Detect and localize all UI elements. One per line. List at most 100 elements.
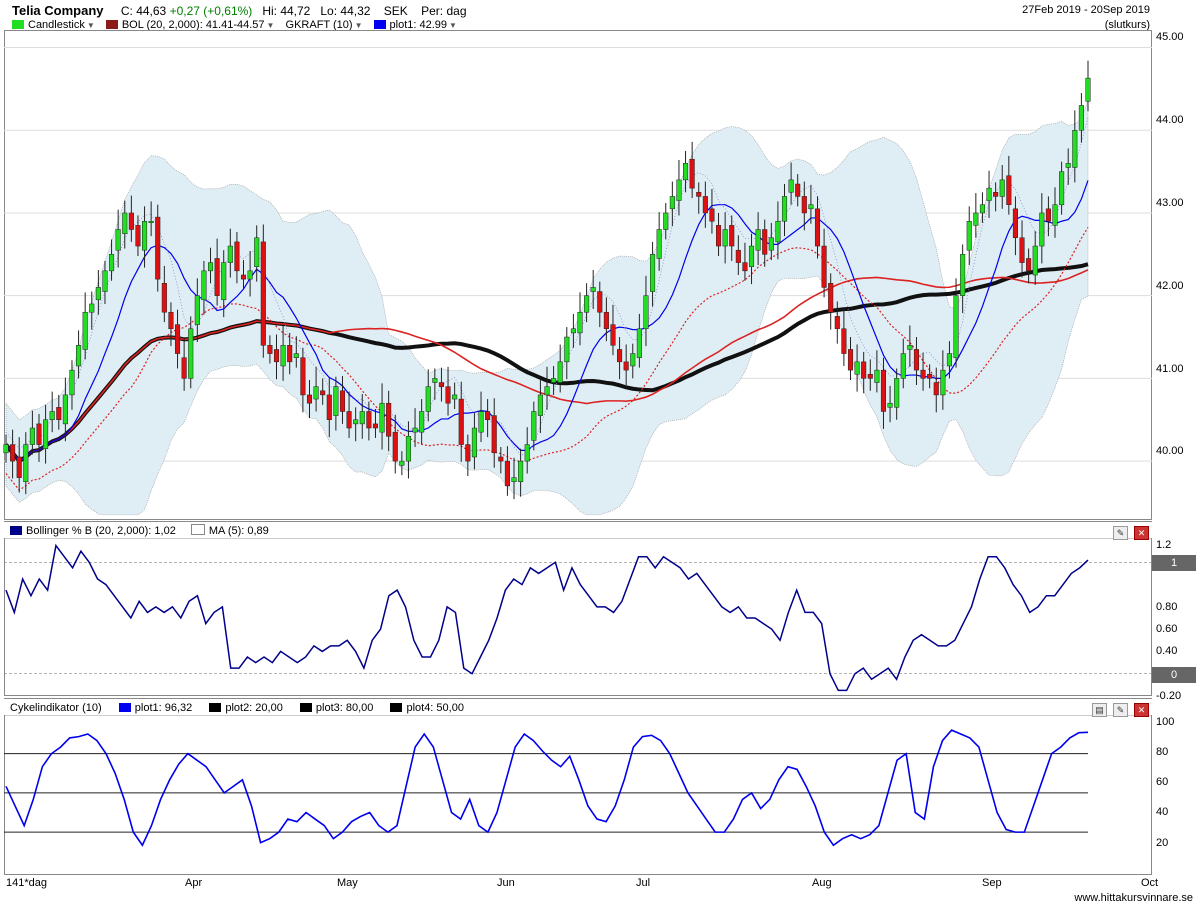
security-title[interactable]: Telia Company <box>12 3 104 18</box>
candle <box>339 390 346 412</box>
candle <box>43 419 49 449</box>
candle <box>333 386 339 416</box>
candle <box>471 427 477 458</box>
candle <box>537 394 543 416</box>
candle <box>69 369 75 396</box>
legend-plot1[interactable]: plot1: 42.99 <box>389 19 448 31</box>
document-icon[interactable]: ▤ <box>1092 703 1107 717</box>
candle <box>993 192 999 197</box>
candle <box>663 212 669 230</box>
candle <box>907 345 913 350</box>
candle <box>372 423 379 429</box>
candle <box>748 245 755 267</box>
currency: SEK <box>383 4 408 18</box>
candle <box>518 460 524 483</box>
cycle-plot3-label[interactable]: plot3: 80,00 <box>315 702 374 714</box>
dropdown-caret-icon[interactable]: ▼ <box>86 21 95 30</box>
candle <box>768 237 774 251</box>
cycle-plot1-label[interactable]: plot1: 96,32 <box>134 702 193 714</box>
candle <box>847 349 854 371</box>
candle <box>775 220 781 243</box>
candle <box>353 419 359 425</box>
gkraft-line <box>5 227 1089 491</box>
candle <box>795 183 801 197</box>
close-icon[interactable]: ✕ <box>1134 703 1149 717</box>
footer-watermark: www.hittakursvinnare.se <box>1074 892 1193 904</box>
y-tick-label: 45.00 <box>1156 31 1184 43</box>
cycle-plot4-label[interactable]: plot4: 50,00 <box>406 702 464 714</box>
legend-bol[interactable]: BOL (20, 2,000): 41.41-44.57 <box>121 19 265 31</box>
candle <box>201 270 207 301</box>
percentb-label[interactable]: Bollinger % B (20, 2,000): 1,02 <box>26 525 176 537</box>
ma-swatch <box>190 524 205 535</box>
candle <box>300 357 306 396</box>
percentb-panel-buttons: ✎ ✕ <box>1107 524 1149 542</box>
candle <box>973 212 979 226</box>
candle <box>399 460 405 466</box>
dropdown-caret-icon[interactable]: ▼ <box>266 21 275 30</box>
candle <box>636 328 642 358</box>
candle <box>174 324 181 354</box>
wrench-icon[interactable]: ✎ <box>1113 703 1128 717</box>
legend-gkraft[interactable]: GKRAFT (10) <box>285 19 353 31</box>
x-tick-label: Apr <box>185 877 203 889</box>
cycle-panel[interactable] <box>4 715 1152 875</box>
close-icon[interactable]: ✕ <box>1134 526 1149 540</box>
candle <box>821 245 827 288</box>
y-tick-label: 41.00 <box>1156 363 1184 375</box>
bol-swatch <box>105 20 118 29</box>
y-tick-label: 44.00 <box>1156 114 1184 126</box>
candle <box>412 427 418 433</box>
cycle-plot2-label[interactable]: plot2: 20,00 <box>225 702 283 714</box>
candle <box>234 241 240 272</box>
candle <box>122 212 128 234</box>
candle <box>267 345 273 354</box>
candle <box>10 444 16 462</box>
candle <box>478 411 484 433</box>
candle <box>781 196 788 222</box>
candle <box>188 328 194 379</box>
cycle-title[interactable]: Cykelindikator (10) <box>10 702 102 714</box>
wrench-icon[interactable]: ✎ <box>1113 526 1128 540</box>
candle <box>445 386 451 404</box>
candle <box>326 394 332 420</box>
plot1-line <box>5 180 1089 462</box>
candle <box>181 357 187 379</box>
x-tick-label: May <box>337 877 358 889</box>
candle <box>557 361 563 383</box>
candle <box>841 328 847 354</box>
current-value-badge: 1 <box>1152 555 1196 571</box>
y-tick-label: 100 <box>1156 716 1175 728</box>
candle <box>359 411 365 425</box>
candle <box>814 208 821 247</box>
ma-label[interactable]: MA (5): 0,89 <box>208 525 269 537</box>
candle <box>1039 212 1045 247</box>
y-tick-label: 42.00 <box>1156 280 1184 292</box>
candle <box>155 216 161 280</box>
candle <box>405 436 411 462</box>
y-tick-label: 60 <box>1156 776 1169 788</box>
period[interactable]: Per: dag <box>421 4 467 18</box>
candle <box>669 196 675 210</box>
candle <box>1072 130 1078 168</box>
candle <box>465 444 471 462</box>
legend-candlestick[interactable]: Candlestick <box>28 19 85 31</box>
candle <box>142 220 148 251</box>
candle <box>762 229 768 255</box>
candle <box>221 262 227 301</box>
candle <box>742 262 748 272</box>
price-type: (slutkurs) <box>1104 19 1150 31</box>
candle <box>320 390 326 396</box>
percentb-panel[interactable] <box>4 538 1152 696</box>
candle <box>729 225 735 247</box>
candle <box>115 229 121 251</box>
dropdown-caret-icon[interactable]: ▼ <box>449 21 457 30</box>
candle <box>438 382 444 387</box>
price-panel[interactable] <box>4 30 1152 520</box>
plot4-swatch <box>390 703 403 712</box>
dropdown-caret-icon[interactable]: ▼ <box>354 21 363 30</box>
plot2-swatch <box>209 703 222 712</box>
candle <box>29 427 35 445</box>
candle <box>36 423 42 445</box>
y-tick-label: -0.20 <box>1156 690 1182 702</box>
